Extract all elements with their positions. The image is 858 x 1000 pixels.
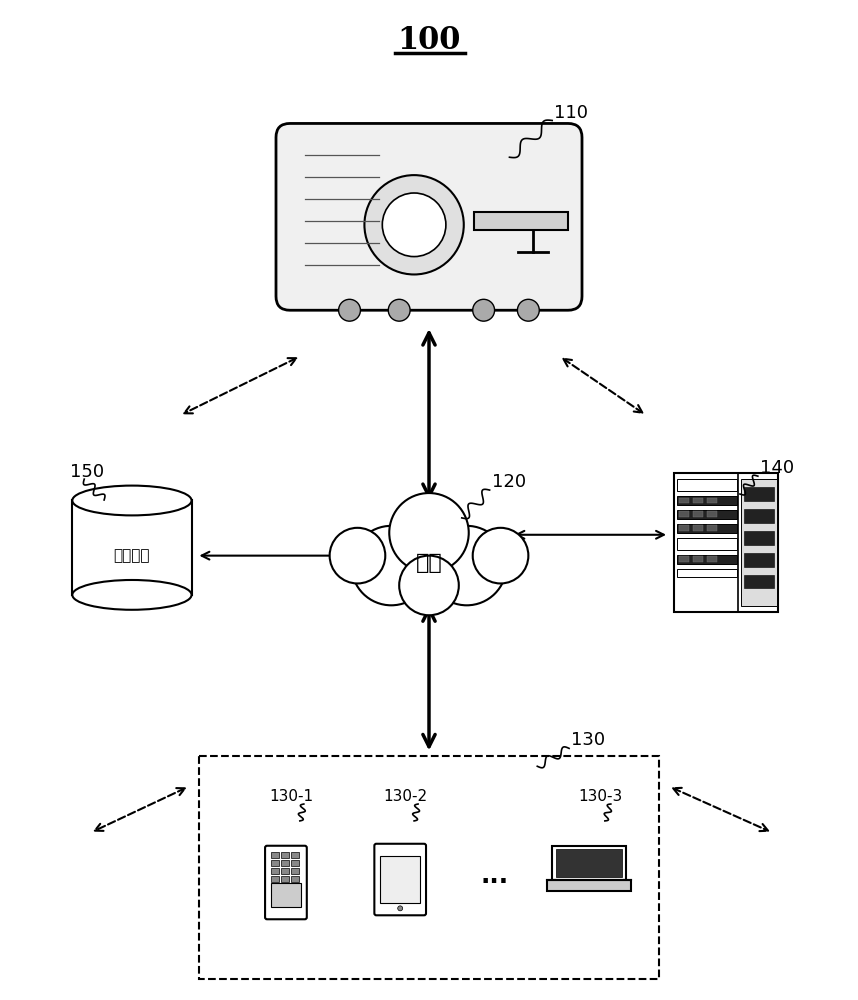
FancyBboxPatch shape — [291, 868, 299, 874]
FancyBboxPatch shape — [679, 511, 689, 517]
Ellipse shape — [72, 580, 191, 610]
FancyBboxPatch shape — [677, 555, 737, 564]
Ellipse shape — [72, 486, 191, 515]
FancyBboxPatch shape — [692, 498, 703, 503]
FancyBboxPatch shape — [744, 487, 774, 501]
Circle shape — [427, 526, 506, 605]
FancyBboxPatch shape — [380, 856, 420, 903]
FancyBboxPatch shape — [677, 524, 737, 533]
Circle shape — [473, 528, 529, 583]
FancyBboxPatch shape — [677, 510, 737, 519]
FancyBboxPatch shape — [744, 553, 774, 567]
FancyBboxPatch shape — [552, 846, 626, 880]
Text: ...: ... — [480, 864, 509, 888]
Text: 100: 100 — [397, 25, 461, 56]
Text: 存储设备: 存储设备 — [114, 548, 150, 563]
FancyBboxPatch shape — [271, 868, 279, 874]
Text: 120: 120 — [492, 473, 526, 491]
Text: 130-3: 130-3 — [579, 789, 623, 804]
FancyBboxPatch shape — [692, 556, 703, 562]
FancyBboxPatch shape — [265, 846, 307, 919]
Circle shape — [398, 906, 402, 911]
FancyBboxPatch shape — [271, 860, 279, 866]
FancyBboxPatch shape — [374, 844, 426, 915]
FancyBboxPatch shape — [547, 880, 631, 891]
FancyBboxPatch shape — [281, 860, 289, 866]
Circle shape — [365, 175, 464, 274]
FancyBboxPatch shape — [677, 569, 737, 577]
FancyBboxPatch shape — [291, 852, 299, 858]
Circle shape — [389, 299, 410, 321]
Circle shape — [329, 528, 385, 583]
FancyBboxPatch shape — [674, 473, 778, 612]
FancyBboxPatch shape — [692, 511, 703, 517]
Text: 130-2: 130-2 — [383, 789, 427, 804]
FancyBboxPatch shape — [474, 212, 568, 230]
FancyBboxPatch shape — [291, 876, 299, 882]
FancyBboxPatch shape — [707, 511, 716, 517]
FancyBboxPatch shape — [677, 479, 737, 491]
FancyBboxPatch shape — [271, 876, 279, 882]
FancyBboxPatch shape — [744, 509, 774, 523]
FancyBboxPatch shape — [744, 531, 774, 545]
Text: 网络: 网络 — [415, 553, 443, 573]
FancyBboxPatch shape — [276, 123, 582, 310]
Circle shape — [339, 299, 360, 321]
FancyBboxPatch shape — [679, 556, 689, 562]
FancyBboxPatch shape — [692, 525, 703, 531]
FancyBboxPatch shape — [291, 860, 299, 866]
FancyBboxPatch shape — [281, 868, 289, 874]
Circle shape — [390, 493, 468, 573]
FancyBboxPatch shape — [707, 498, 716, 503]
FancyBboxPatch shape — [679, 525, 689, 531]
Circle shape — [517, 299, 540, 321]
Circle shape — [352, 526, 431, 605]
FancyBboxPatch shape — [271, 852, 279, 858]
FancyBboxPatch shape — [677, 496, 737, 505]
FancyBboxPatch shape — [281, 852, 289, 858]
Text: 150: 150 — [70, 463, 105, 481]
FancyBboxPatch shape — [556, 849, 622, 877]
FancyBboxPatch shape — [200, 756, 658, 979]
Text: 130-1: 130-1 — [269, 789, 313, 804]
FancyBboxPatch shape — [271, 883, 301, 907]
Circle shape — [473, 299, 494, 321]
Circle shape — [383, 193, 446, 257]
FancyBboxPatch shape — [707, 556, 716, 562]
FancyBboxPatch shape — [707, 525, 716, 531]
Text: 110: 110 — [554, 104, 589, 122]
Text: 130: 130 — [571, 731, 605, 749]
Circle shape — [399, 556, 459, 615]
FancyBboxPatch shape — [281, 876, 289, 882]
FancyBboxPatch shape — [72, 500, 191, 595]
FancyBboxPatch shape — [741, 479, 777, 606]
FancyBboxPatch shape — [679, 498, 689, 503]
FancyBboxPatch shape — [677, 538, 737, 550]
Text: 140: 140 — [760, 459, 794, 477]
FancyBboxPatch shape — [744, 575, 774, 588]
